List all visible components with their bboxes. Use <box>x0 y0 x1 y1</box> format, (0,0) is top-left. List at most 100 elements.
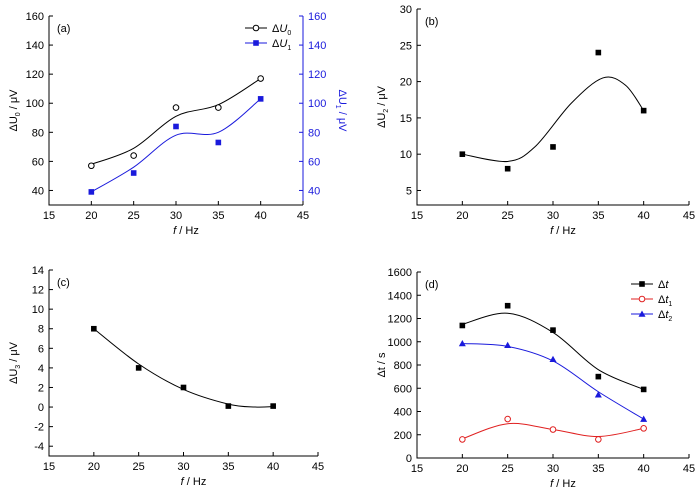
series-3 <box>458 339 648 422</box>
series-2 <box>88 96 264 195</box>
data-point <box>130 170 137 176</box>
data-point <box>172 104 180 111</box>
chart-panel-1: 15 20 25 30 35 40 45 40 60 80 100 120 140 160 40 60 80 10… <box>8 11 348 237</box>
data-point <box>640 415 648 422</box>
y-axis-label: ΔU0 / μV <box>8 89 22 132</box>
x-tick-label: 45 <box>683 210 695 222</box>
x-tick-label: 40 <box>638 463 650 475</box>
data-point <box>549 355 557 362</box>
fit-curve <box>91 78 261 165</box>
data-point <box>640 386 647 393</box>
x-tick-label: 45 <box>297 210 309 222</box>
y2-tick-label: 160 <box>308 11 326 23</box>
data-point <box>88 189 95 195</box>
legend-marker <box>253 40 259 46</box>
y-tick-label: -2 <box>34 422 44 434</box>
y2-tick-label: 140 <box>308 40 326 52</box>
legend-marker <box>252 24 260 32</box>
y-tick-label: 160 <box>26 11 44 23</box>
data-point <box>459 322 466 329</box>
x-tick-label: 35 <box>592 463 604 475</box>
data-point <box>504 341 512 349</box>
data-point <box>225 403 232 409</box>
y-axis-label: ΔU2 / μV <box>376 85 390 128</box>
y-tick-label: 5 <box>406 185 412 197</box>
data-point <box>135 365 142 371</box>
y-tick-label: 1000 <box>388 337 412 349</box>
data-point <box>270 403 276 409</box>
y2-tick-label: 60 <box>308 156 320 168</box>
legend-label: ΔU0 <box>272 23 291 37</box>
data-point <box>640 107 647 114</box>
series-1 <box>459 302 647 393</box>
y2-tick-label: 100 <box>308 98 326 110</box>
legend-marker <box>639 281 645 287</box>
y-tick-label: 30 <box>400 4 412 16</box>
x-axis-label: f / Hz <box>181 476 207 488</box>
data-point <box>594 391 602 398</box>
y-tick-label: 15 <box>400 113 412 125</box>
series-2 <box>459 415 647 443</box>
x-axis-label: f / Hz <box>173 225 199 237</box>
data-point <box>504 415 511 423</box>
fit-curve <box>462 342 644 420</box>
data-point <box>458 339 466 347</box>
y-tick-label: 10 <box>32 304 44 316</box>
x-axis-label: f / Hz <box>550 478 576 490</box>
data-point <box>459 436 466 443</box>
data-point <box>130 152 137 159</box>
y-tick-label: 14 <box>32 265 44 277</box>
y-tick-label: 12 <box>32 285 44 297</box>
x-tick-label: 20 <box>456 210 468 222</box>
legend-label: Δt1 <box>658 294 672 308</box>
x-axis-label: f / Hz <box>550 225 576 237</box>
y2-axis-label: ΔU1 / μV <box>334 89 348 132</box>
fit-curve <box>93 328 274 408</box>
x-tick-label: 25 <box>502 210 514 222</box>
data-point <box>550 144 556 150</box>
series-1 <box>88 75 264 170</box>
data-point <box>549 426 557 433</box>
data-point <box>595 373 602 380</box>
legend-marker <box>638 310 646 317</box>
y-tick-label: 80 <box>32 127 44 139</box>
y2-tick-label: 80 <box>308 127 320 139</box>
x-tick-label: 20 <box>85 210 97 222</box>
panel-label: (c) <box>57 277 70 289</box>
y-axis-label: Δt / s <box>376 352 388 378</box>
x-tick-label: 30 <box>547 463 559 475</box>
y-tick-label: 0 <box>406 453 412 465</box>
y-tick-label: 200 <box>394 430 412 442</box>
chart-panel-4: 15 20 25 30 35 40 45 0 200 400 600 800 1000 1200 1400 1… <box>376 267 695 490</box>
x-tick-label: 25 <box>133 461 145 473</box>
panel-label: (d) <box>425 279 438 291</box>
y-tick-label: 40 <box>32 185 44 197</box>
y-tick-label: 8 <box>38 324 44 336</box>
x-tick-label: 40 <box>255 210 267 222</box>
fit-curve <box>462 76 645 163</box>
x-tick-label: 15 <box>411 210 423 222</box>
y2-tick-label: 40 <box>308 185 320 197</box>
x-tick-label: 35 <box>592 210 604 222</box>
data-point <box>91 325 97 332</box>
x-tick-label: 25 <box>128 210 140 222</box>
x-tick-label: 45 <box>683 463 695 475</box>
fit-curve <box>91 98 261 193</box>
y-tick-label: -4 <box>34 441 44 453</box>
fit-curve <box>462 312 644 390</box>
y-tick-label: 10 <box>400 149 412 161</box>
x-tick-label: 35 <box>222 461 234 473</box>
data-point <box>257 75 264 82</box>
series-1 <box>91 325 276 409</box>
data-point <box>504 302 511 309</box>
y-tick-label: 100 <box>26 98 44 110</box>
x-tick-label: 40 <box>638 210 650 222</box>
x-tick-label: 30 <box>177 461 189 473</box>
data-point <box>173 123 179 130</box>
y-tick-label: 1400 <box>388 290 412 302</box>
y-tick-label: 20 <box>400 77 412 89</box>
data-point <box>640 425 647 432</box>
y-tick-label: 1200 <box>388 314 412 326</box>
